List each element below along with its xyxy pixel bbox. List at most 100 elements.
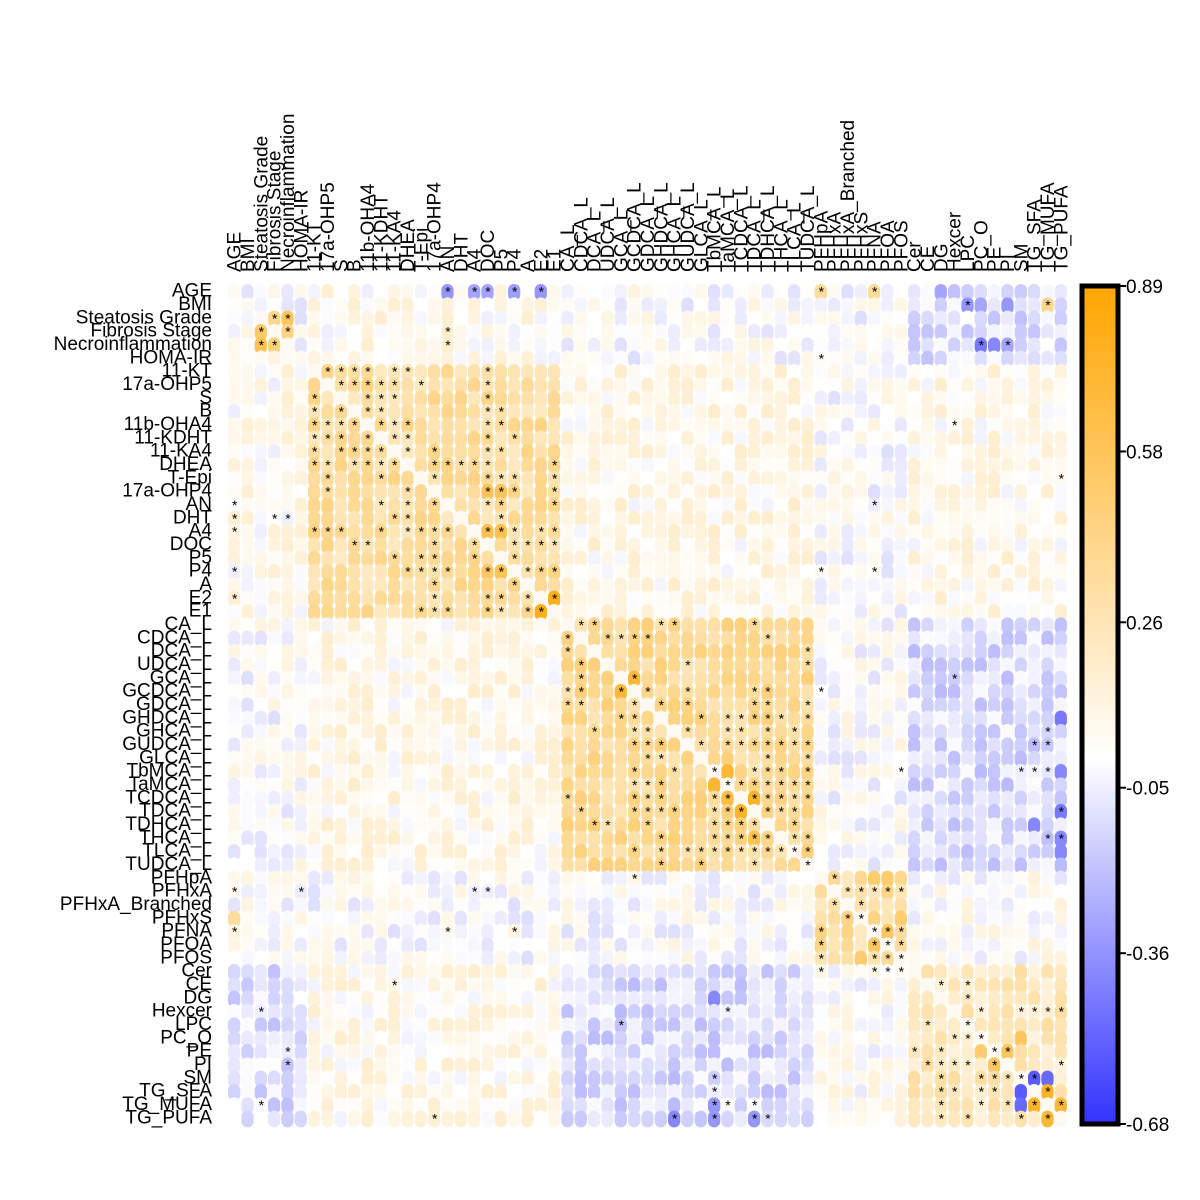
heatmap-cell (961, 377, 974, 394)
heatmap-cell (374, 724, 387, 741)
significance-star: * (499, 524, 505, 540)
heatmap-cell (574, 404, 587, 421)
heatmap-cell (494, 310, 507, 328)
heatmap-cell (1054, 310, 1067, 328)
heatmap-cell (734, 617, 747, 634)
heatmap-cell (814, 524, 827, 541)
heatmap-cell (1014, 324, 1027, 341)
heatmap-cell (574, 670, 587, 688)
heatmap-cell (734, 657, 747, 674)
heatmap-cell (841, 377, 854, 394)
heatmap-cell (881, 284, 894, 301)
heatmap-cell (561, 777, 574, 794)
heatmap-cell (841, 644, 854, 661)
heatmap-cell (294, 404, 307, 421)
significance-star: * (272, 510, 278, 526)
heatmap-cell (694, 457, 707, 474)
heatmap-cell (414, 604, 427, 621)
heatmap-cell (361, 284, 374, 301)
heatmap-cell (494, 590, 507, 608)
significance-star: * (512, 284, 518, 300)
heatmap-cell (628, 657, 641, 674)
heatmap-cell (988, 377, 1001, 394)
heatmap-cell (721, 1110, 734, 1128)
heatmap-cell (681, 497, 694, 514)
heatmap-cell (988, 644, 1001, 661)
heatmap-cell (748, 644, 761, 661)
heatmap-cell (254, 684, 267, 701)
heatmap-cell (1041, 604, 1054, 621)
significance-star: * (659, 804, 665, 820)
significance-star: * (1059, 1057, 1065, 1073)
heatmap-cell (934, 670, 947, 688)
heatmap-cell (1001, 710, 1014, 728)
y-tick-label: TG_PUFA (125, 1107, 212, 1128)
heatmap-cell (814, 737, 827, 754)
heatmap-cell (748, 310, 761, 328)
heatmap-cell (241, 284, 254, 301)
heatmap-cell (281, 310, 294, 328)
significance-star: * (819, 964, 825, 980)
heatmap-cell (534, 430, 547, 448)
heatmap-cell (721, 604, 734, 621)
heatmap-cell (468, 550, 481, 568)
heatmap-cell (708, 337, 721, 354)
heatmap-cell (414, 510, 427, 528)
heatmap-cell (414, 737, 427, 754)
heatmap-cell (868, 510, 881, 528)
heatmap-cell (694, 710, 707, 728)
heatmap-cell (761, 524, 774, 541)
heatmap-cell (401, 350, 414, 368)
heatmap-cell (428, 710, 441, 728)
heatmap-cell (734, 590, 747, 608)
heatmap-cell (321, 564, 334, 581)
significance-star: * (765, 844, 771, 860)
significance-star: * (579, 697, 585, 713)
heatmap-cell (254, 550, 267, 568)
heatmap-cell (908, 617, 921, 634)
heatmap-cell (694, 737, 707, 754)
heatmap-cell (921, 457, 934, 474)
significance-star: * (832, 897, 838, 913)
heatmap-cell (1028, 657, 1041, 674)
heatmap-cell (228, 364, 241, 381)
heatmap-cell (1014, 470, 1027, 488)
heatmap-cell (1001, 670, 1014, 688)
heatmap-cell (654, 430, 667, 448)
heatmap-cell (641, 297, 654, 314)
heatmap-cell (681, 670, 694, 688)
heatmap-cell (468, 684, 481, 701)
heatmap-cell (281, 457, 294, 474)
heatmap-cell (508, 617, 521, 634)
heatmap-cell (828, 524, 841, 541)
heatmap-cell (774, 644, 787, 661)
heatmap-cell (814, 430, 827, 448)
heatmap-cell (294, 337, 307, 354)
heatmap-cell (961, 404, 974, 421)
heatmap-cell (774, 470, 787, 488)
heatmap-cell (814, 604, 827, 621)
heatmap-cell (748, 710, 761, 728)
significance-star: * (392, 430, 398, 446)
heatmap-cell (361, 697, 374, 714)
heatmap-cell (761, 284, 774, 301)
heatmap-cell (934, 444, 947, 461)
heatmap-cell (294, 457, 307, 474)
heatmap-cell (894, 310, 907, 328)
heatmap-cell (614, 684, 627, 701)
heatmap-cell (601, 577, 614, 594)
heatmap-cell (574, 764, 587, 781)
heatmap-cell (974, 377, 987, 394)
heatmap-cell (761, 564, 774, 581)
heatmap-cell (908, 417, 921, 434)
heatmap-cell (628, 590, 641, 608)
significance-star: * (365, 457, 371, 473)
heatmap-cell (308, 444, 321, 461)
heatmap-cell (334, 404, 347, 421)
heatmap-cell (294, 564, 307, 581)
heatmap-cell (854, 297, 867, 314)
heatmap-cell (894, 604, 907, 621)
heatmap-cell (441, 484, 454, 501)
heatmap-cell (908, 550, 921, 568)
heatmap-cell (508, 564, 521, 581)
